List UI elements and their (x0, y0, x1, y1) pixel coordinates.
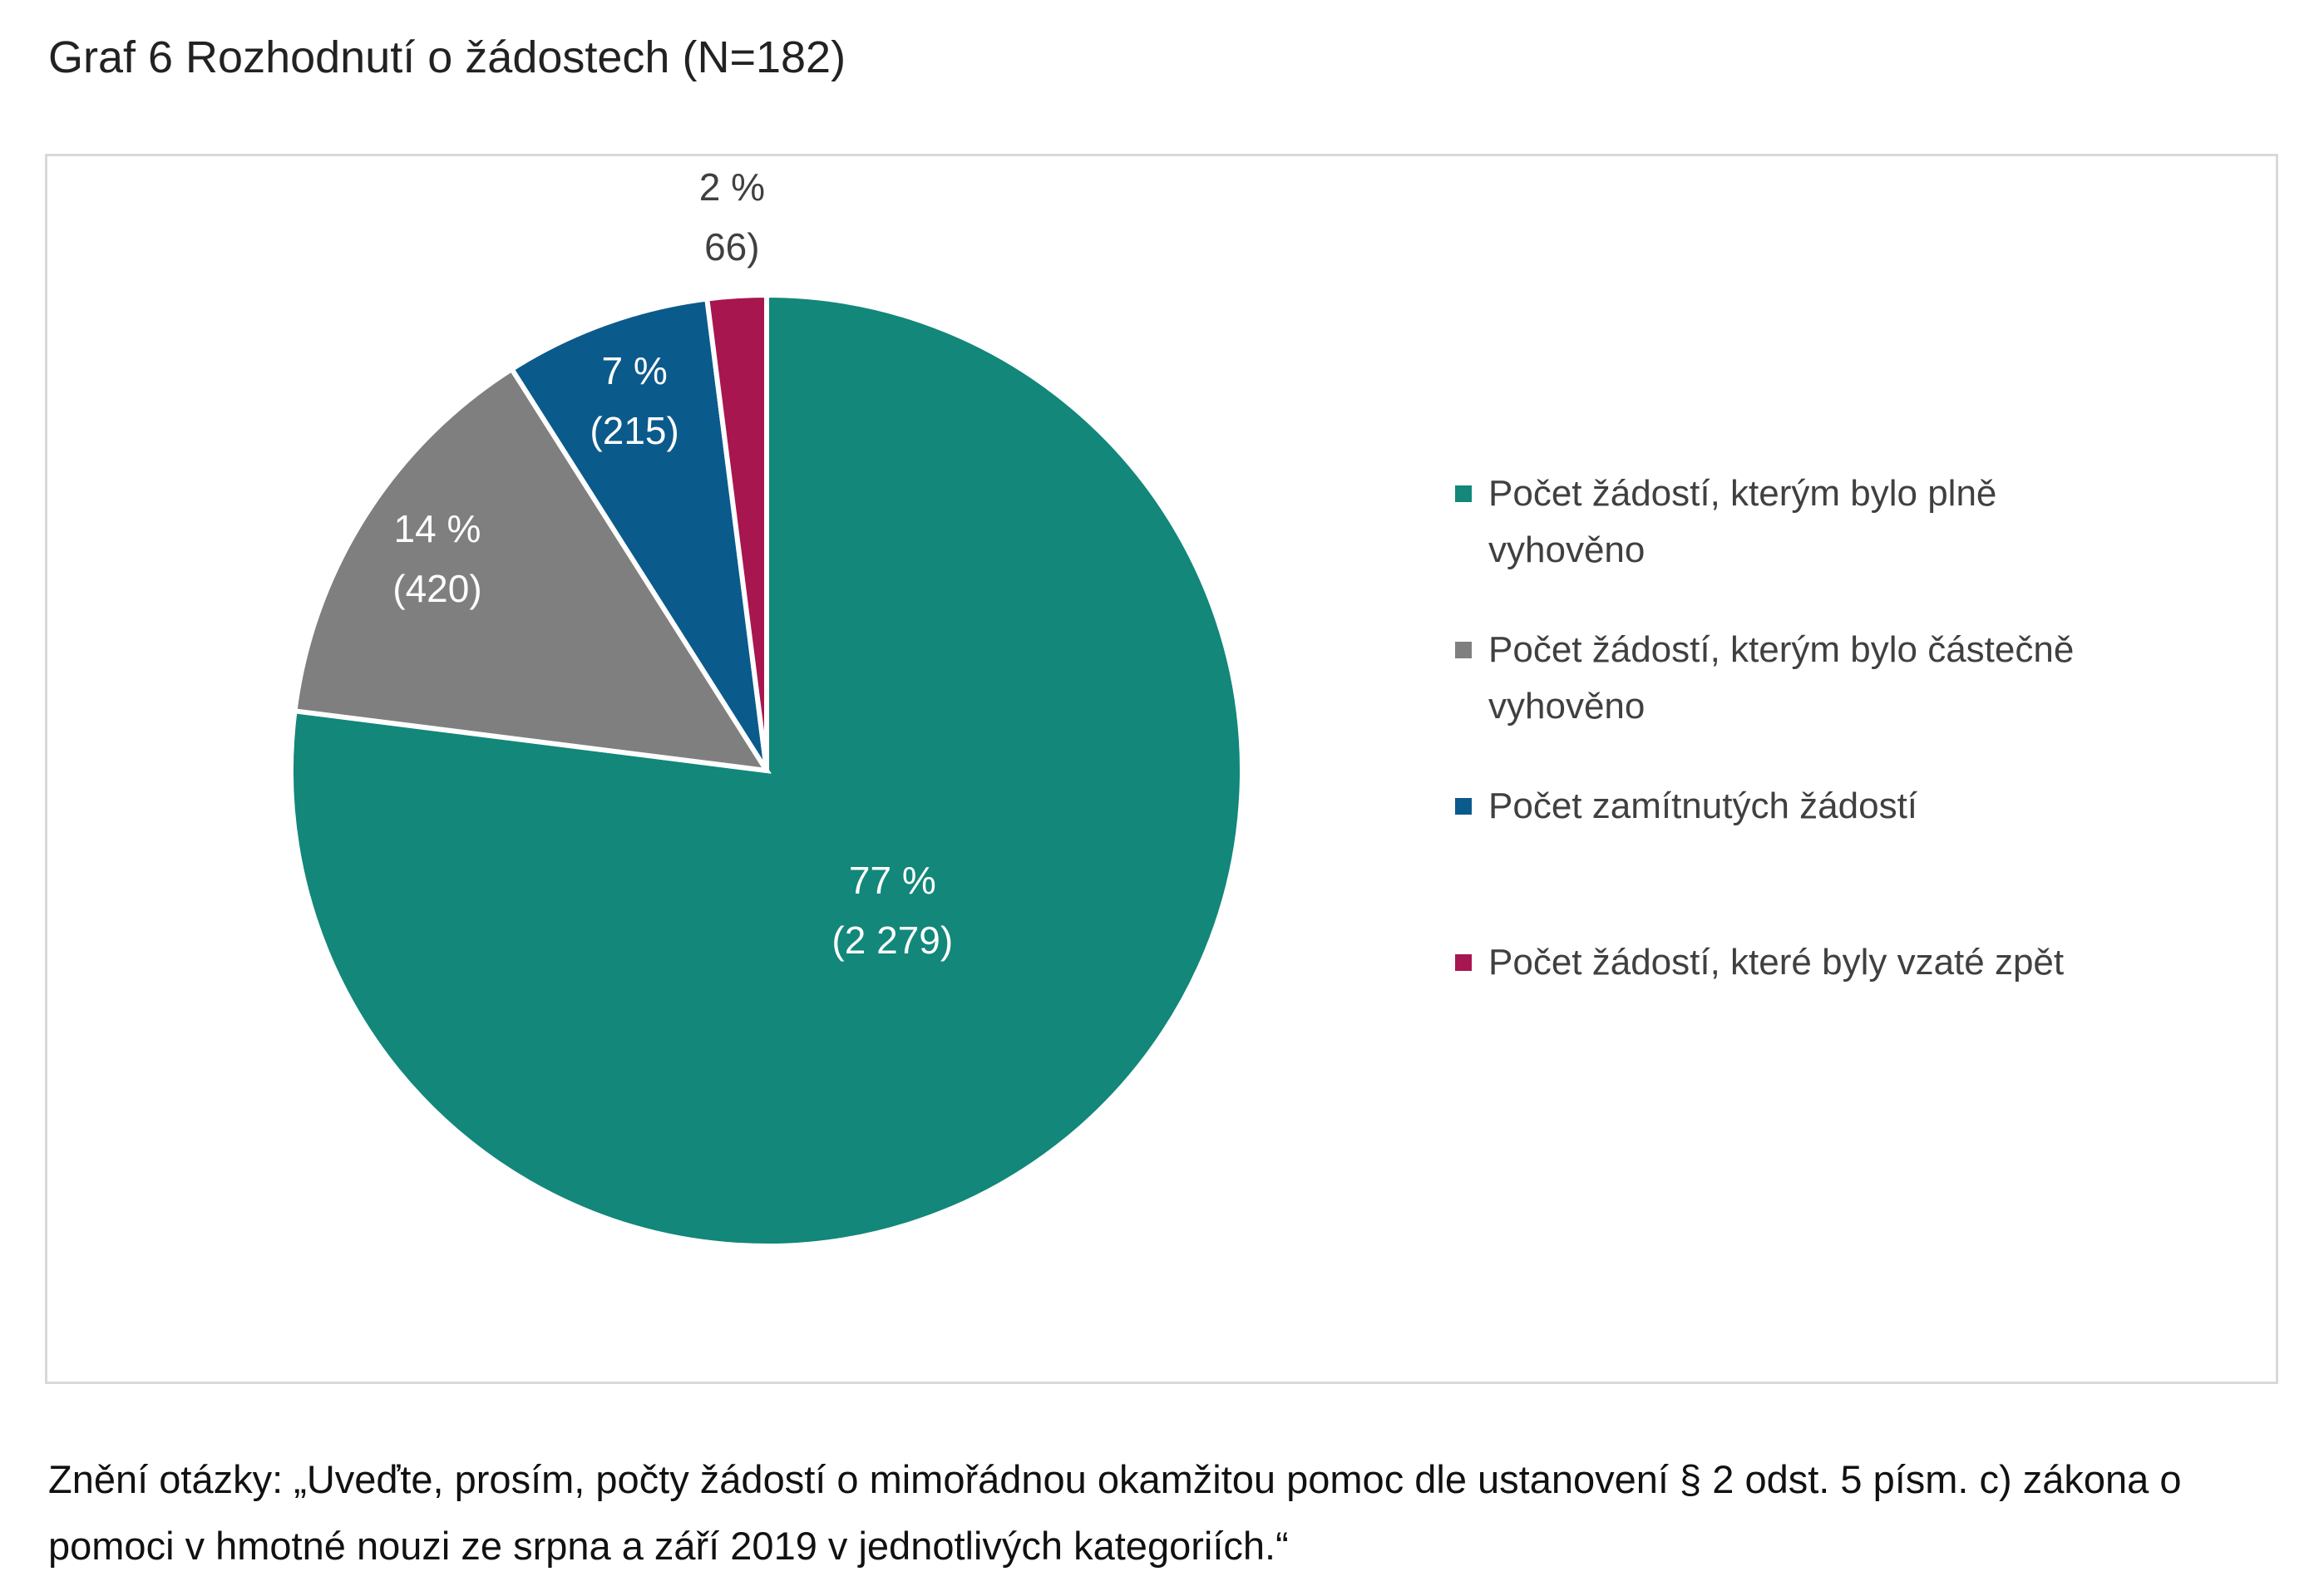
legend-swatch (1455, 954, 1472, 971)
data-label: 77 % (849, 859, 936, 902)
data-label: 7 % (601, 349, 667, 392)
chart-frame (45, 154, 2278, 1384)
legend-item: Počet zamítnutých žádostí (1455, 778, 2104, 835)
legend: Počet žádostí, kterým bylo plně vyhověno… (1455, 466, 2120, 1034)
data-label-count: 66) (704, 225, 759, 268)
legend-label: Počet žádostí, kterým bylo plně vyhověno (1488, 473, 1997, 570)
legend-label: Počet žádostí, které byly vzaté zpět (1488, 942, 2065, 983)
legend-swatch (1455, 798, 1472, 815)
data-label-count: (2 279) (831, 919, 953, 962)
data-label: 14 % (394, 507, 481, 550)
question-note: Znění otázky: „Uveďte, prosím, počty žád… (48, 1457, 2182, 1568)
data-label: 2 % (699, 165, 765, 209)
legend-item: Počet žádostí, kterým bylo plně vyhověno (1455, 466, 2104, 579)
legend-label: Počet žádostí, kterým bylo částečně vyho… (1488, 629, 2075, 727)
legend-swatch (1455, 642, 1472, 658)
pie-slice (292, 365, 772, 774)
data-label-count: (215) (590, 409, 678, 452)
pie-slice (703, 292, 769, 771)
legend-item: Počet žádostí, kterým bylo částečně vyho… (1455, 622, 2104, 735)
data-label-count: (420) (392, 567, 481, 610)
pie-slice (508, 296, 769, 772)
chart-title: Graf 6 Rozhodnutí o žádostech (N=182) (48, 32, 846, 82)
legend-swatch (1455, 485, 1472, 502)
legend-label: Počet zamítnutých žádostí (1488, 786, 1918, 826)
legend-item: Počet žádostí, které byly vzaté zpět (1455, 934, 2104, 991)
